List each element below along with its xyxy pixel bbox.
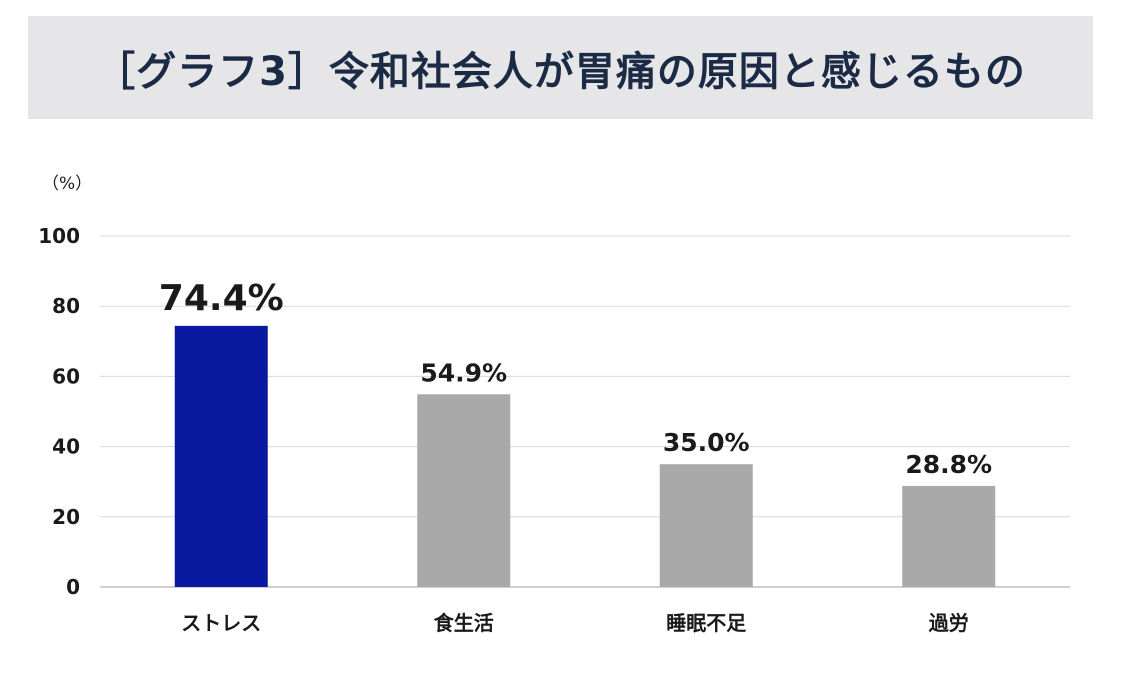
bar-value-label: 35.0%	[663, 428, 750, 457]
x-category-label: 食生活	[434, 611, 494, 635]
y-tick-label: 20	[52, 505, 80, 529]
bar-value-label: 74.4%	[159, 278, 284, 319]
y-axis-unit-label: （%）	[42, 174, 92, 194]
y-tick-label: 80	[52, 294, 80, 318]
bar	[174, 325, 268, 587]
bar	[417, 394, 511, 587]
bar	[902, 485, 996, 587]
bar-value-label: 28.8%	[905, 450, 992, 479]
title-banner: ［グラフ3］令和社会人が胃痛の原因と感じるもの	[28, 16, 1093, 119]
y-tick-label: 40	[52, 435, 80, 459]
x-category-label: 睡眠不足	[666, 611, 747, 635]
bar	[659, 464, 753, 587]
x-category-label: 過労	[929, 611, 969, 635]
y-tick-label: 0	[66, 575, 80, 599]
bar-value-label: 54.9%	[420, 358, 507, 387]
chart-title: ［グラフ3］令和社会人が胃痛の原因と感じるもの	[95, 48, 1026, 95]
x-category-label: ストレス	[181, 611, 261, 635]
y-tick-label: 100	[38, 224, 80, 248]
y-tick-label: 60	[52, 364, 80, 388]
